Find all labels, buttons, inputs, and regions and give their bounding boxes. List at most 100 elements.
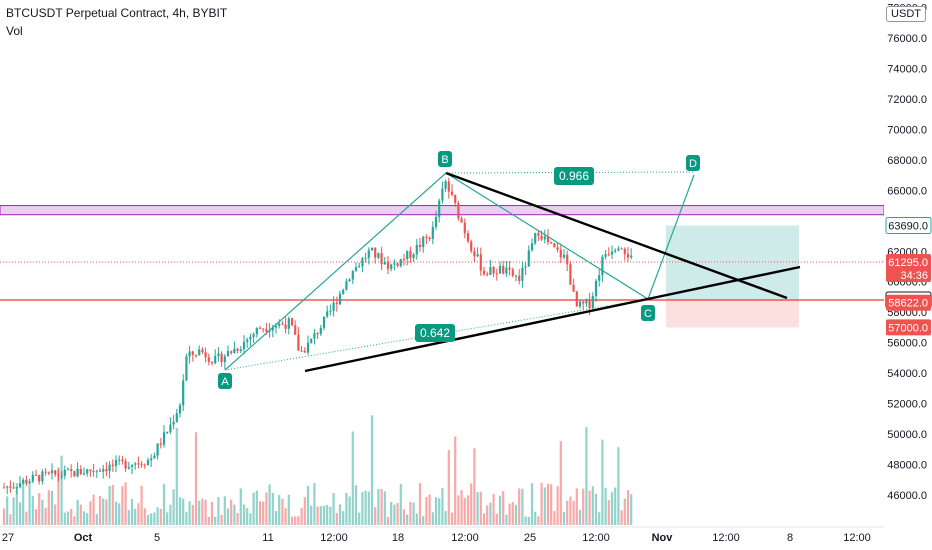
volume-bar: [556, 486, 559, 525]
volume-bar: [591, 486, 594, 525]
volume-bar: [594, 493, 598, 525]
ratio-badge[interactable]: [554, 167, 594, 185]
candle-body: [66, 469, 70, 471]
candle-body: [102, 469, 105, 472]
volume-bar: [44, 507, 47, 525]
volume-bar: [214, 516, 217, 525]
volume-bar: [185, 512, 188, 525]
y-tick-label: 70000.0: [887, 124, 927, 136]
ratio-label: 0.966: [559, 169, 589, 183]
candle-body: [630, 255, 633, 258]
volume-bar: [377, 489, 380, 525]
candle-body: [54, 470, 57, 475]
price-label-tag[interactable]: [886, 294, 931, 311]
candle-body: [172, 421, 175, 425]
price-label-tag[interactable]: [886, 319, 931, 336]
volume-bar: [281, 498, 284, 525]
candle-body: [367, 250, 370, 258]
candle-body: [473, 251, 476, 257]
volume-bar: [358, 512, 361, 525]
volume-bar: [169, 504, 172, 525]
ratio-badge[interactable]: [415, 324, 455, 342]
resistance-band[interactable]: [0, 205, 885, 216]
long-stop-zone[interactable]: [666, 300, 799, 328]
volume-bar: [604, 487, 607, 525]
currency-badge[interactable]: USDT: [886, 6, 926, 22]
volume-bar: [191, 504, 194, 525]
xabcd-pattern-lines[interactable]: [224, 172, 695, 371]
candle-body: [310, 338, 313, 343]
volume-bar: [38, 493, 41, 525]
volume-bar: [610, 492, 614, 525]
volume-bar: [511, 502, 514, 525]
volume-bar: [607, 500, 610, 525]
candle-body: [463, 222, 466, 234]
candle-body: [198, 349, 201, 356]
volume-indicator-label[interactable]: Vol: [6, 24, 23, 38]
candle-body: [358, 266, 361, 268]
candle-body: [374, 247, 377, 258]
candle-body: [511, 269, 514, 276]
candle-body: [143, 464, 146, 466]
long-target-zone[interactable]: [666, 225, 799, 301]
candle-body: [34, 474, 38, 476]
candle-body: [393, 263, 396, 265]
volume-bar: [399, 483, 402, 525]
candle-body: [255, 327, 258, 335]
y-tick-label: 48000.0: [887, 460, 927, 472]
candle-body: [306, 342, 310, 353]
x-tick-label: 12:00: [451, 532, 479, 544]
volume-bar: [482, 513, 486, 525]
volume-bar: [28, 484, 31, 525]
volume-bar: [438, 498, 441, 525]
price-label-tag[interactable]: [885, 217, 932, 235]
volume-bar: [338, 504, 342, 525]
candle-body: [79, 468, 82, 475]
candle-body: [569, 264, 572, 285]
candle-body: [111, 464, 114, 466]
volume-bar: [470, 483, 473, 525]
candle-body: [546, 236, 550, 243]
candle-body: [130, 464, 134, 467]
volume-bar: [447, 449, 450, 525]
price-label-tag[interactable]: [886, 254, 931, 283]
volume-bar: [60, 455, 63, 525]
y-tick-label: 76000.0: [887, 33, 927, 45]
candle-body: [86, 469, 89, 474]
candle-body: [188, 351, 191, 357]
volume-bar: [290, 516, 294, 525]
candle-body: [150, 458, 153, 461]
x-tick-label: Nov: [652, 532, 674, 544]
volume-bar: [175, 427, 178, 525]
volume-bar: [265, 492, 268, 525]
y-tick-label: 52000.0: [887, 399, 927, 411]
pattern-point-a-badge[interactable]: [218, 373, 232, 389]
lower-trendline[interactable]: [304, 265, 801, 373]
y-tick-label: 50000.0: [887, 429, 927, 441]
candle-body: [508, 267, 511, 270]
candle-body: [303, 350, 306, 353]
candle-body: [175, 413, 178, 422]
pattern-point-c-badge[interactable]: [641, 305, 655, 321]
volume-bar: [86, 513, 89, 525]
candle-body: [230, 351, 233, 353]
candle-body: [562, 254, 566, 258]
candle-body: [22, 479, 25, 484]
candle-body: [591, 296, 594, 309]
candle-body: [492, 267, 495, 274]
pattern-point-d-badge[interactable]: [686, 155, 700, 171]
volume-bar: [6, 496, 9, 525]
candle-body: [332, 302, 335, 311]
pattern-point-b-badge[interactable]: [438, 151, 452, 167]
volume-bar: [505, 514, 508, 525]
volume-bar: [431, 512, 434, 525]
candle-body: [294, 325, 297, 335]
volume-bar: [473, 448, 476, 525]
volume-bar: [242, 504, 246, 525]
upper-trendline[interactable]: [445, 171, 788, 300]
candle-body: [140, 463, 143, 465]
candle-body: [201, 349, 204, 353]
volume-bar: [294, 516, 297, 525]
candle-body: [396, 263, 399, 266]
